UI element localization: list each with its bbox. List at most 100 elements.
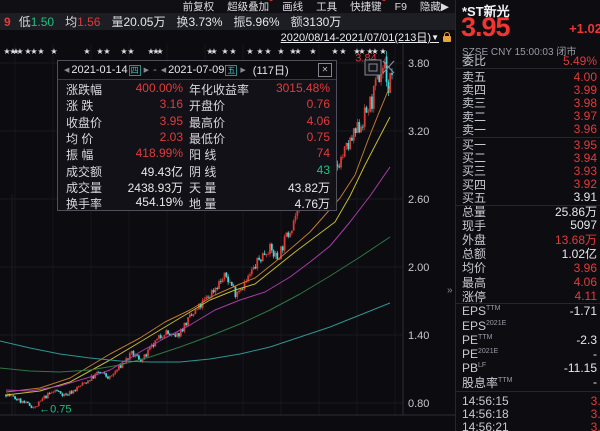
event-star-icon[interactable]: ★	[16, 47, 23, 56]
info-value: 1.56	[77, 15, 101, 29]
ask-row-3[interactable]: 卖三 3.98	[456, 96, 600, 111]
ma-short-orange	[5, 85, 391, 393]
y-axis-tick-label: 3.80	[408, 58, 429, 70]
trade-tick-row[interactable]: 14:56:21 3.96	[456, 420, 600, 431]
event-star-icon[interactable]: ★	[3, 47, 10, 56]
row-label: 卖四	[462, 83, 487, 98]
next-end-date-arrow-icon[interactable]: ▶	[240, 67, 246, 74]
info-label: 均	[65, 15, 78, 29]
tick-price: 3.95	[590, 406, 600, 421]
event-star-icon[interactable]: ★	[50, 47, 57, 56]
bid-row-3[interactable]: 买三 3.93	[456, 163, 600, 179]
menu-item-F9[interactable]: F9	[394, 0, 407, 13]
event-star-icon[interactable]: ★	[221, 47, 228, 56]
lock-open-icon[interactable]	[443, 31, 451, 42]
quote-row-均价: 均价3.96开	[456, 261, 600, 276]
panel-expander-icon[interactable]: »	[447, 285, 453, 296]
tick-time: 14:56:21	[462, 420, 509, 431]
event-star-icon[interactable]: ★	[152, 47, 159, 56]
panel-separator	[456, 68, 600, 69]
event-star-icon[interactable]: ★	[379, 47, 386, 56]
row-label: 卖三	[462, 96, 487, 111]
event-star-icon[interactable]: ★	[83, 47, 90, 56]
event-star-icon[interactable]: ★	[366, 47, 373, 56]
event-star-icon[interactable]: ★	[358, 47, 365, 56]
event-star-icon[interactable]: ★	[12, 47, 19, 56]
menu-item-隐藏▶[interactable]: 隐藏▶	[419, 1, 449, 13]
menu-item-快捷键[interactable]: 快捷键	[350, 0, 386, 14]
stat-label: 阴 线	[189, 164, 217, 179]
event-star-icon[interactable]: ★	[147, 47, 154, 56]
event-star-icon[interactable]: ★	[294, 47, 301, 56]
row-value: 3.95	[573, 137, 597, 152]
close-icon[interactable]: ✕	[318, 63, 332, 77]
prev-start-date-arrow-icon[interactable]: ◀	[64, 67, 70, 74]
event-star-icon[interactable]: ★	[277, 47, 284, 56]
event-star-icon[interactable]: ★	[246, 47, 253, 56]
event-star-icon[interactable]: ★	[371, 47, 378, 56]
event-star-icon[interactable]: ★	[353, 47, 360, 56]
event-star-icon[interactable]: ★	[103, 47, 110, 56]
financial-row-PETTM: PETTM-2.3总	[456, 333, 600, 347]
event-star-icon[interactable]: ★	[210, 47, 217, 56]
date-range-row: 2020/08/14-2021/07/01(213日)▼	[0, 30, 455, 44]
bid-row-4[interactable]: 买四 3.92	[456, 177, 600, 192]
trade-tick-row[interactable]: 14:56:18 3.95	[456, 406, 600, 421]
event-star-icon[interactable]: ★	[256, 47, 263, 56]
close-window-icon[interactable]	[382, 60, 395, 74]
bid-row-1[interactable]: 买一 3.95	[456, 137, 600, 153]
row-value: 3.94	[573, 150, 597, 165]
row-label: 卖二	[462, 109, 487, 124]
menu-item-前复权[interactable]: 前复权	[182, 1, 215, 13]
ask-row-4[interactable]: 卖四 3.99	[456, 83, 600, 98]
ask-row-5[interactable]: 卖五 4.00	[456, 70, 600, 85]
menu-item-工具[interactable]: 工具	[316, 1, 338, 13]
panel-separator	[456, 205, 600, 206]
event-star-icon[interactable]: ★	[309, 47, 316, 56]
row-label: 买一	[462, 138, 487, 153]
row-value: 5.49%	[562, 53, 597, 68]
stat-label: 换手率	[66, 197, 103, 212]
info-value: 5.96%	[245, 15, 280, 29]
y-axis-tick-label: 2.00	[408, 262, 429, 274]
bid-row-5[interactable]: 买五 3.91	[456, 190, 600, 205]
stat-label: 最高价	[189, 115, 226, 130]
ask-row-2[interactable]: 卖二 3.97	[456, 109, 600, 124]
event-star-icon[interactable]: ★	[339, 47, 346, 56]
next-start-date-arrow-icon[interactable]: ▶	[143, 67, 150, 74]
stats-row: 换手率 454.19% 地 量 4.76万	[58, 194, 336, 212]
event-star-icon[interactable]: ★	[9, 47, 16, 56]
restore-window-icon[interactable]	[364, 59, 382, 76]
row-label: 买二	[462, 151, 487, 166]
prev-end-date-arrow-icon[interactable]: ◀	[160, 67, 167, 74]
event-star-icon[interactable]: ★	[127, 47, 134, 56]
row-value: 13.68万	[554, 232, 597, 247]
event-star-icon[interactable]: ★	[30, 47, 37, 56]
event-star-icon[interactable]: ★	[264, 47, 271, 56]
stat-value: 43	[316, 162, 330, 177]
tick-time: 14:56:15	[462, 393, 509, 408]
ask-row-1[interactable]: 卖一 3.96	[456, 122, 600, 137]
event-star-icon[interactable]: ★	[289, 47, 296, 56]
event-star-icon[interactable]: ★	[229, 47, 236, 56]
bid-row-2[interactable]: 买二 3.94	[456, 150, 600, 166]
row-value: -	[593, 347, 597, 362]
range-stats-popup: ◀ 2021-01-14 四 ▶ - ◀ 2021-07-09 五 ▶ (117…	[57, 60, 337, 211]
event-star-icon[interactable]: ★	[156, 47, 163, 56]
event-star-icon[interactable]: ★	[120, 47, 127, 56]
row-label: 最高	[462, 275, 487, 290]
stat-value: 3.95	[159, 113, 183, 128]
event-star-icon[interactable]: ★	[24, 47, 31, 56]
info-label: 振	[233, 15, 246, 29]
trade-tick-row[interactable]: 14:56:15 3.96	[456, 393, 600, 408]
menu-item-超级叠加[interactable]: 超级叠加	[227, 0, 274, 14]
menu-item-画线[interactable]: 画线	[282, 1, 304, 13]
row-value: 3.93	[573, 163, 597, 178]
event-star-icon[interactable]: ★	[96, 47, 103, 56]
event-star-icon[interactable]: ★	[37, 47, 44, 56]
stock-name: *ST新光	[462, 4, 510, 19]
event-star-icon[interactable]: ★	[331, 47, 338, 56]
info-label: 换	[176, 15, 189, 29]
event-star-icon[interactable]: ★	[206, 47, 213, 56]
date-range-selector[interactable]: 2020/08/14-2021/07/01(213日)▼	[281, 29, 439, 45]
